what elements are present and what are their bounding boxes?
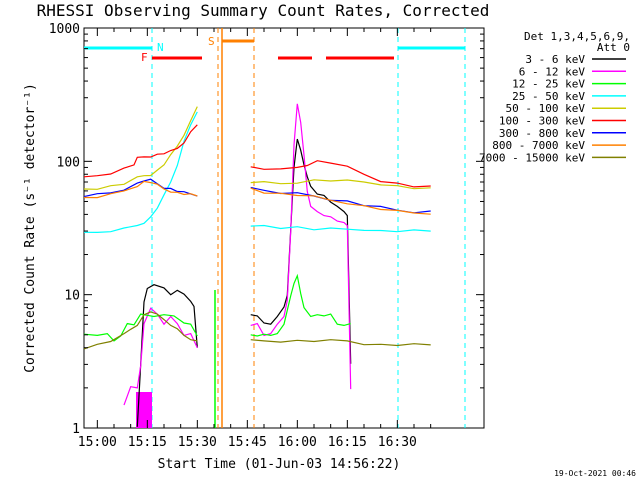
footer-timestamp: 19-Oct-2021 00:46	[554, 469, 636, 478]
y-tick-label: 1	[72, 422, 80, 437]
series-lines	[83, 103, 431, 427]
plot-border	[83, 27, 485, 429]
plot-frame	[83, 27, 485, 429]
axes: 1 10 100 1000 15:00 15:15 15:30 15:45 16:00 16:15…	[49, 22, 484, 450]
series-line-12-25-kev-2	[250, 273, 351, 337]
y-tick-label: 10	[64, 289, 80, 304]
series-line-50-100-kev-1	[83, 106, 198, 190]
x-axis-label: Start Time (01-Jun-03 14:56:22)	[158, 457, 401, 472]
y-tick-label: 1000	[49, 22, 80, 37]
x-tick-label: 15:30	[178, 435, 217, 450]
series-line-7000-15000-kev-2	[250, 339, 431, 347]
series-line-25-50-kev-2	[250, 224, 431, 233]
series-line-3-6-kev-1	[136, 284, 198, 427]
series-line-300-800-kev-1	[83, 178, 198, 198]
detector-info-line: Det 1,3,4,5,6,9,	[524, 30, 630, 43]
series-line-100-300-kev-1	[83, 124, 198, 178]
x-tick-label: 15:00	[78, 435, 117, 450]
legend-label: 6 - 12 keV	[519, 65, 586, 78]
legend-label: 3 - 6 keV	[525, 53, 585, 66]
y-axis-label: Corrected Count Rate (s⁻¹ detector⁻¹)	[23, 83, 38, 373]
saa-marker-S: S	[208, 35, 215, 48]
series-line-800-7000-kev-2	[250, 187, 431, 215]
series-line-25-50-kev-1	[83, 111, 198, 234]
legend-label: 300 - 800 keV	[499, 127, 585, 140]
legend-label: 7000 - 15000 keV	[479, 151, 585, 164]
x-tick-label: 16:30	[378, 435, 417, 450]
series-line-7000-15000-kev-1	[83, 311, 198, 350]
x-tick-label: 15:45	[228, 435, 267, 450]
chart-title: RHESSI Observing Summary Count Rates, Co…	[37, 1, 490, 20]
series-line-6-12-kev-2	[250, 103, 352, 390]
y-tick-label: 100	[57, 155, 80, 170]
legend-label: 12 - 25 keV	[512, 78, 585, 91]
low-rate-block	[136, 392, 152, 428]
flare-marker-F: F	[141, 51, 148, 64]
series-line-12-25-kev-1	[83, 313, 198, 342]
series-line-50-100-kev-2	[250, 179, 431, 190]
status-bars: N S F	[84, 28, 466, 428]
series-line-100-300-kev-2	[250, 160, 431, 188]
legend-label: 25 - 50 keV	[512, 90, 585, 103]
detector-info-line: Att 0	[597, 41, 630, 54]
x-tick-label: 16:15	[328, 435, 367, 450]
series-line-800-7000-kev-1	[83, 180, 198, 199]
x-tick-label: 15:15	[128, 435, 167, 450]
legend-label: 50 - 100 keV	[506, 102, 586, 115]
legend-label: 100 - 300 keV	[499, 115, 585, 128]
night-marker-N: N	[157, 41, 164, 54]
x-tick-label: 16:00	[278, 435, 317, 450]
legend-label: 800 - 7000 keV	[492, 139, 585, 152]
series-line-3-6-kev-2	[250, 138, 352, 364]
